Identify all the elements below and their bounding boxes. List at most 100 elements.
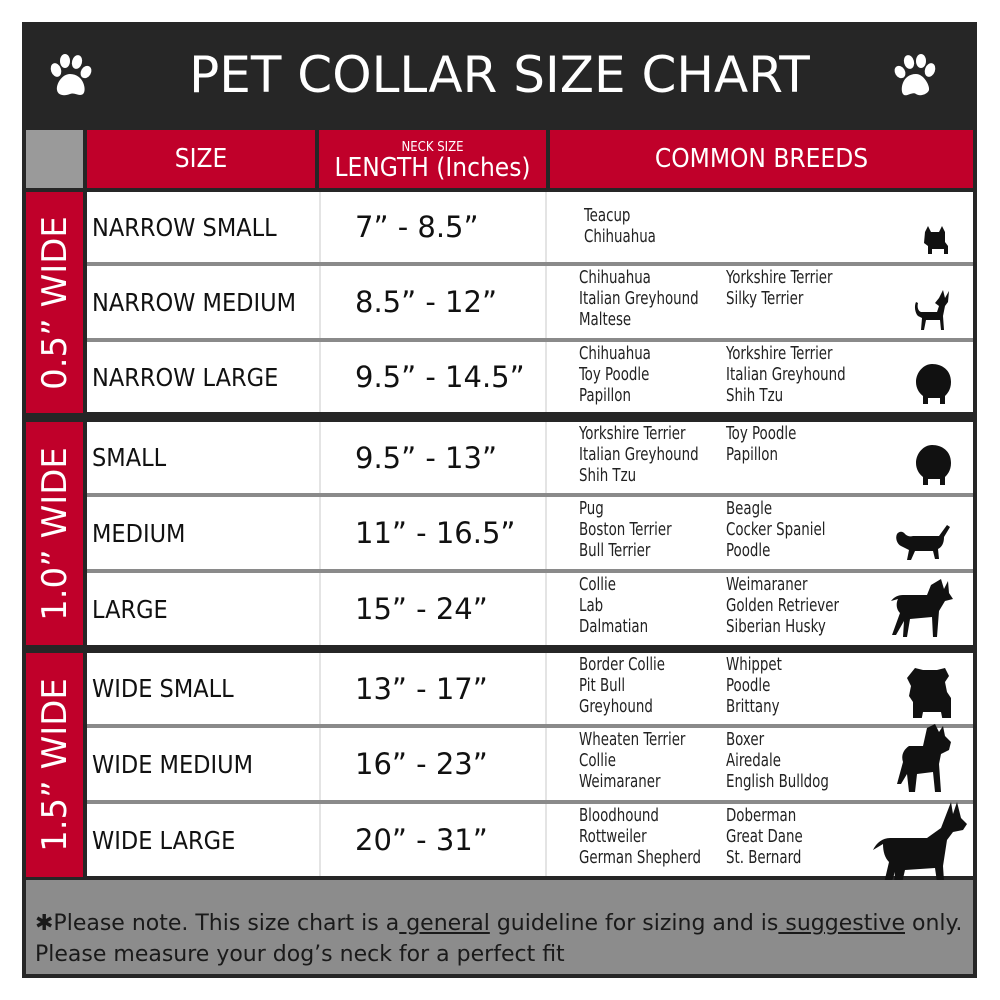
note-text: guideline for sizing and is (489, 911, 779, 936)
table-row: MEDIUM 11” - 16.5” Pug Boston Terrier Bull … (87, 497, 973, 569)
breed-name: Golden Retriever (726, 596, 839, 616)
breed-name: Whippet (726, 655, 782, 675)
breed-name: Silky Terrier (726, 289, 804, 309)
page-title: PET COLLAR SIZE CHART (189, 46, 810, 104)
width-group-band: 1.5” WIDE (26, 653, 83, 877)
row-divider (87, 569, 973, 573)
pomeranian-silhouette-icon (916, 364, 951, 404)
row-divider (87, 724, 973, 728)
table-row: WIDE LARGE 20” - 31” Bloodhound Rottweiler… (87, 802, 973, 896)
row-divider (87, 338, 973, 342)
size-cell: WIDE SMALL (92, 674, 234, 703)
length-cell: 20” - 31” (319, 804, 547, 876)
header-length: NECK SIZE LENGTH (Inches) (319, 130, 546, 188)
note-general: general (399, 911, 490, 936)
length-cell: 9.5” - 14.5” (319, 342, 547, 412)
table-row: NARROW LARGE 9.5” - 14.5” Chihuahua Toy Po… (87, 342, 973, 412)
breed-name: Italian Greyhound (579, 445, 699, 465)
breed-name: Wheaten Terrier (579, 730, 686, 750)
length-cell: 13” - 17” (319, 653, 547, 724)
chihuahua-silhouette-icon (914, 290, 949, 330)
size-cell: MEDIUM (92, 518, 186, 548)
breed-name: Poodle (726, 676, 771, 696)
breeds-col-1: Pug Boston Terrier Bull Terrier (579, 499, 672, 562)
breed-name: Cocker Spaniel (726, 520, 826, 540)
length-cell: 9.5” - 13” (319, 422, 547, 493)
size-cell: LARGE (92, 594, 168, 624)
row-divider (87, 800, 973, 804)
header-neck-size-label: NECK SIZE (401, 139, 464, 155)
breed-name: Boston Terrier (579, 520, 672, 540)
breeds-col-1: Wheaten Terrier Collie Weimaraner (579, 730, 685, 793)
breed-name: Papillon (726, 445, 778, 465)
breed-name: Chihuahua (584, 227, 656, 247)
breeds-col-1: Chihuahua Toy Poodle Papillon (579, 344, 651, 407)
breed-name: Collie (579, 575, 616, 595)
header-size: SIZE (87, 130, 315, 188)
breed-name: Yorkshire Terrier (726, 344, 833, 364)
width-group-band: 1.0” WIDE (26, 422, 83, 645)
doberman-silhouette-icon (873, 802, 967, 896)
length-cell: 8.5” - 12” (319, 266, 547, 338)
width-group-label: 1.5” WIDE (34, 678, 75, 852)
breed-name: Pug (579, 499, 604, 519)
note-line-2: Please measure your dog’s neck for a per… (35, 942, 565, 967)
breeds-col-1: Bloodhound Rottweiler German Shepherd (579, 806, 701, 869)
breeds-col-2: Yorkshire Terrier Italian Greyhound Shih T… (726, 344, 846, 407)
breed-name: St. Bernard (726, 848, 802, 868)
table-row: LARGE 15” - 24” Collie Lab Dalmatian Weimara… (87, 573, 973, 645)
breed-name: Shih Tzu (726, 386, 784, 406)
breed-name: Collie (579, 751, 616, 771)
width-group-label: 1.0” WIDE (34, 446, 75, 621)
breeds-col-1: Teacup Chihuahua (584, 206, 656, 248)
breed-name: Boxer (726, 730, 765, 750)
length-cell: 16” - 23” (319, 728, 547, 800)
breeds-col-2: Weimaraner Golden Retriever Siberian Husky (726, 575, 839, 638)
breed-name: Toy Poodle (579, 365, 650, 385)
pomeranian-silhouette-icon (916, 445, 951, 485)
header-breeds-label: COMMON BREEDS (654, 144, 869, 174)
breeds-col-1: Chihuahua Italian Greyhound Maltese (579, 268, 699, 331)
width-group-band: 0.5” WIDE (26, 192, 83, 413)
breed-name: Poodle (726, 541, 771, 561)
breeds-col-2: Yorkshire Terrier Silky Terrier (726, 268, 833, 310)
breed-name: Greyhound (579, 697, 653, 717)
breeds-col-1: Collie Lab Dalmatian (579, 575, 648, 638)
size-cell: NARROW SMALL (92, 212, 277, 242)
breed-name: Italian Greyhound (726, 365, 846, 385)
table-row: NARROW SMALL 7” - 8.5” Teacup Chihuahua (87, 192, 973, 262)
dachshund-silhouette-icon (896, 525, 950, 560)
length-cell: 7” - 8.5” (319, 192, 547, 262)
breed-name: Maltese (579, 310, 632, 330)
breed-name: Bloodhound (579, 806, 659, 826)
breeds-col-2: Doberman Great Dane St. Bernard (726, 806, 803, 869)
breed-name: Yorkshire Terrier (726, 268, 833, 288)
row-divider (87, 493, 973, 497)
header-breeds: COMMON BREEDS (550, 130, 973, 188)
note-text: ✱Please note. This size chart is a (35, 911, 400, 936)
header-size-label: SIZE (174, 144, 228, 174)
shepherd-silhouette-icon (891, 579, 953, 637)
breeds-col-1: Border Collie Pit Bull Greyhound (579, 655, 665, 718)
width-group-label: 0.5” WIDE (34, 215, 75, 390)
table-row: WIDE MEDIUM 16” - 23” Wheaten Terrier Coll… (87, 724, 973, 800)
breed-name: Weimaraner (579, 772, 661, 792)
breed-name: Pit Bull (579, 676, 626, 696)
size-cell: SMALL (92, 443, 167, 472)
breed-name: Papillon (579, 386, 631, 406)
breed-name: Border Collie (579, 655, 666, 675)
breed-name: Bull Terrier (579, 541, 651, 561)
breed-name: Chihuahua (579, 344, 651, 364)
table-row: NARROW MEDIUM 8.5” - 12” Chihuahua Italian… (87, 266, 973, 338)
corner-cell (26, 130, 83, 188)
breed-name: Chihuahua (579, 268, 651, 288)
size-cell: NARROW LARGE (92, 362, 279, 392)
length-cell: 11” - 16.5” (319, 497, 547, 569)
paw-icon (50, 54, 92, 96)
size-cell: WIDE MEDIUM (92, 749, 253, 779)
breeds-col-2: Beagle Cocker Spaniel Poodle (726, 499, 825, 562)
pitbull-silhouette-icon (897, 724, 951, 792)
breed-name: Beagle (726, 499, 773, 519)
breed-name: Rottweiler (579, 827, 647, 847)
breed-name: Italian Greyhound (579, 289, 699, 309)
